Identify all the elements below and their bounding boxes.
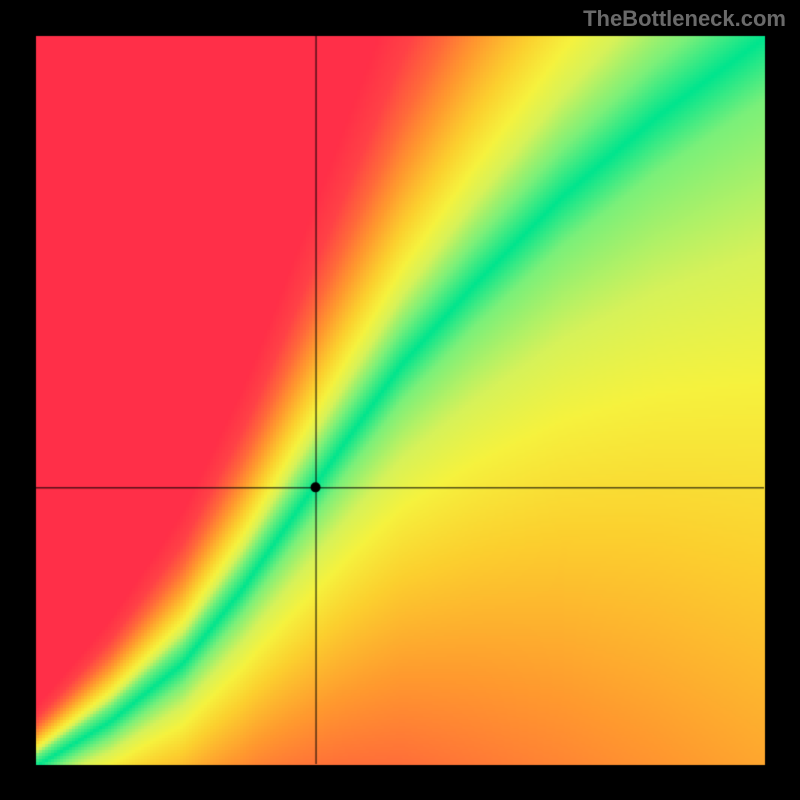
watermark-text: TheBottleneck.com — [583, 6, 786, 32]
heatmap-canvas — [0, 0, 800, 800]
